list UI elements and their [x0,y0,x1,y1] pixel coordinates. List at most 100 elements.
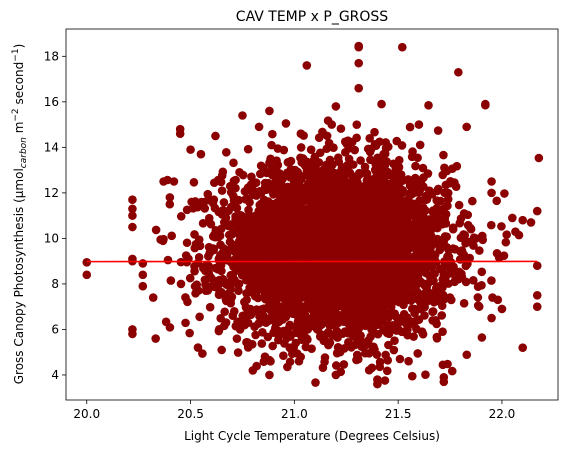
data-point [362,251,371,260]
data-point [281,119,291,128]
data-point [352,199,361,209]
data-point [481,100,490,110]
data-point [257,251,267,261]
data-point [271,245,281,255]
data-point [163,255,173,265]
data-point [238,237,247,247]
data-point [380,149,390,159]
data-point [193,258,203,268]
data-point [420,311,429,320]
y-tick-label: 18 [44,49,59,63]
data-point [166,276,176,285]
data-point [354,58,364,68]
data-point [266,252,275,262]
data-point [356,331,365,340]
data-point [477,281,486,290]
data-point [303,170,312,179]
data-point [391,223,400,233]
data-point [398,227,407,236]
data-point [335,255,345,264]
data-point [380,161,390,170]
data-point [438,274,448,284]
data-point [314,158,324,167]
data-point [299,314,309,323]
data-point [448,164,457,173]
data-point [418,163,428,173]
data-point [182,238,192,248]
data-point [443,188,453,198]
data-point [287,349,297,359]
data-point [532,206,542,216]
data-point [229,307,239,316]
data-point [429,297,439,307]
data-point [244,288,254,297]
data-point [372,186,382,196]
data-point [351,319,361,329]
data-point [347,207,357,216]
data-point [395,354,405,364]
data-point [259,163,268,173]
data-point [437,311,447,320]
data-point [334,183,343,193]
data-point [393,287,402,296]
data-point [412,203,421,212]
data-point [275,329,285,339]
data-point [198,349,207,358]
data-point [169,177,179,186]
data-point [358,187,367,197]
data-point [268,129,277,139]
data-point [324,231,333,240]
data-point [254,122,264,132]
data-point [292,174,302,184]
data-point [363,300,373,310]
data-point [138,281,148,291]
data-point [248,366,258,375]
data-point [354,83,364,93]
data-point [245,272,255,281]
data-point [278,174,288,183]
data-point [251,330,260,340]
data-points [82,41,544,389]
x-axis-label: Light Cycle Temperature (Degrees Celsius… [184,429,440,443]
data-point [232,221,242,230]
data-point [371,310,381,319]
data-point [421,370,430,379]
data-point [367,363,377,373]
data-point [384,284,394,294]
data-point [205,248,214,258]
data-point [352,133,361,143]
data-point [148,293,158,302]
data-point [265,370,274,380]
data-point [201,286,211,295]
data-point [412,245,421,255]
chart-title: CAV TEMP x P_GROSS [236,9,389,25]
data-point [200,204,210,213]
data-point [245,185,254,195]
data-point [269,224,279,233]
data-point [461,237,471,247]
data-point [414,120,424,129]
data-point [223,220,232,230]
data-point [165,199,175,209]
data-point [245,216,254,225]
data-point [361,214,371,223]
data-point [237,270,247,280]
data-point [331,102,341,111]
data-point [259,203,268,213]
data-point [213,227,222,236]
data-point [406,235,415,244]
data-point [347,278,357,288]
data-point [326,313,336,323]
data-point [391,171,400,181]
data-point [425,245,435,254]
data-point [344,320,354,329]
data-point [261,275,270,285]
data-point [408,189,417,199]
data-point [159,234,168,244]
data-point [352,120,362,129]
data-point [283,168,292,178]
data-point [267,312,276,322]
data-point [459,299,469,308]
data-point [398,198,407,208]
data-point [380,376,390,385]
